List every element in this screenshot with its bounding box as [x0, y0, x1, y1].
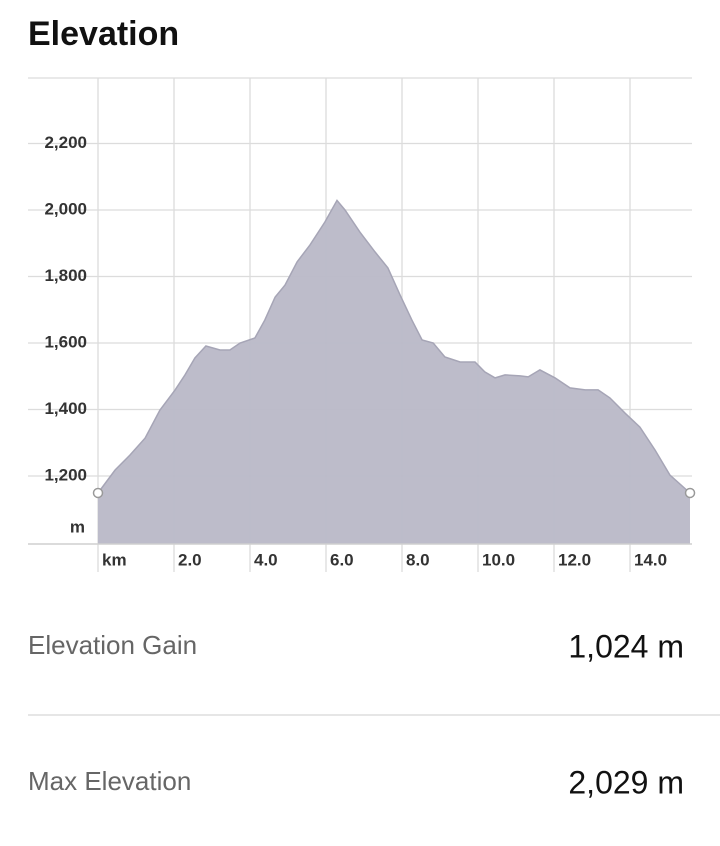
stat-value: 1,024 m: [568, 628, 684, 664]
stat-value: 2,029 m: [568, 764, 684, 800]
x-tick-label: 14.0: [634, 550, 667, 569]
title: Elevation: [28, 15, 179, 53]
stat-label: Max Elevation: [28, 766, 191, 796]
y-tick-label: 2,000: [44, 199, 87, 218]
x-tick-label: 10.0: [482, 550, 515, 569]
x-tick-label: 4.0: [254, 550, 278, 569]
y-tick-label: 1,200: [44, 465, 87, 484]
x-tick-label: 2.0: [178, 550, 202, 569]
y-tick-label: 1,800: [44, 266, 87, 285]
x-tick-label: 6.0: [330, 550, 354, 569]
x-unit: km: [102, 550, 127, 569]
endpoint-marker: [92, 487, 104, 499]
elevation-area: [98, 200, 690, 544]
x-tick-label: 12.0: [558, 550, 591, 569]
x-tick-label: 8.0: [406, 550, 430, 569]
plot: [28, 78, 692, 572]
stat-label: Elevation Gain: [28, 630, 197, 660]
y-tick-label: 1,600: [44, 332, 87, 351]
endpoint-marker: [684, 487, 696, 499]
elevation-line: [97, 199, 691, 494]
y-unit: m: [70, 517, 85, 536]
y-tick-label: 1,400: [44, 399, 87, 418]
y-tick-label: 2,200: [44, 133, 87, 152]
